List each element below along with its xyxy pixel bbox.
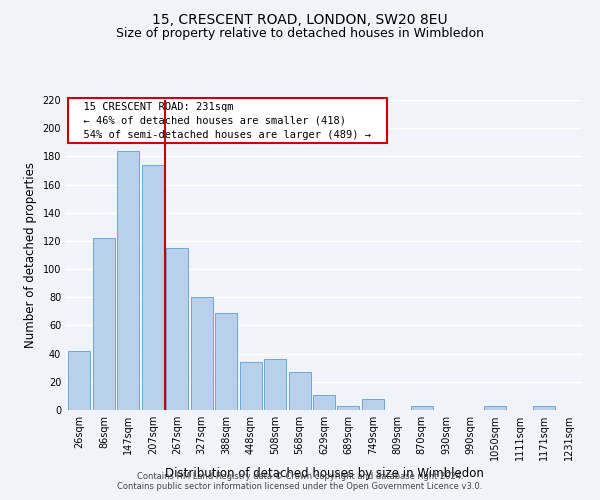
X-axis label: Distribution of detached houses by size in Wimbledon: Distribution of detached houses by size …: [164, 467, 484, 480]
Bar: [337, 406, 359, 410]
Bar: [118, 150, 139, 410]
Bar: [68, 351, 91, 410]
Text: Contains HM Land Registry data © Crown copyright and database right 2024.: Contains HM Land Registry data © Crown c…: [137, 472, 463, 481]
Bar: [313, 394, 335, 410]
Text: 15, CRESCENT ROAD, LONDON, SW20 8EU: 15, CRESCENT ROAD, LONDON, SW20 8EU: [152, 12, 448, 26]
Bar: [239, 362, 262, 410]
Text: 15 CRESCENT ROAD: 231sqm
  ← 46% of detached houses are smaller (418)
  54% of s: 15 CRESCENT ROAD: 231sqm ← 46% of detach…: [71, 102, 383, 140]
Y-axis label: Number of detached properties: Number of detached properties: [24, 162, 37, 348]
Bar: [142, 165, 164, 410]
Bar: [484, 406, 506, 410]
Bar: [264, 360, 286, 410]
Bar: [362, 398, 384, 410]
Bar: [191, 298, 213, 410]
Bar: [166, 248, 188, 410]
Bar: [289, 372, 311, 410]
Text: Contains public sector information licensed under the Open Government Licence v3: Contains public sector information licen…: [118, 482, 482, 491]
Bar: [411, 406, 433, 410]
Bar: [93, 238, 115, 410]
Bar: [533, 406, 555, 410]
Text: Size of property relative to detached houses in Wimbledon: Size of property relative to detached ho…: [116, 28, 484, 40]
Bar: [215, 313, 237, 410]
